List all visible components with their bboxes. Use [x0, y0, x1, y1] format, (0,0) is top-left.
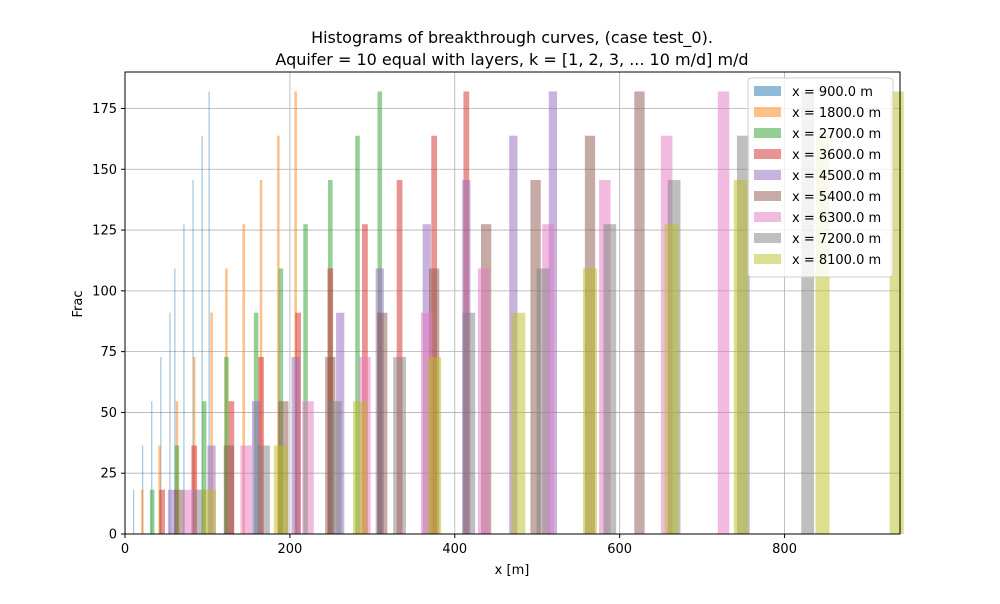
legend-swatch [754, 212, 781, 222]
histogram-bar [303, 224, 308, 534]
chart-title-line-2: Aquifer = 10 equal with layers, k = [1, … [275, 50, 748, 69]
histogram-bar [664, 224, 679, 534]
histogram-bar [420, 312, 433, 534]
histogram-bar [352, 401, 367, 534]
y-tick-label: 100 [92, 284, 117, 299]
legend-label: x = 4500.0 m [792, 169, 881, 184]
legend-swatch [754, 86, 781, 96]
histogram-bar [174, 489, 185, 534]
legend-box [747, 77, 894, 278]
axes: 0 200 400 600 800 0 25 50 75 100 125 150 175 [92, 71, 901, 557]
x-tick-label: 800 [772, 542, 797, 557]
histogram-bar [169, 312, 171, 534]
histogram-bar [133, 489, 135, 534]
histogram-bar [257, 445, 270, 534]
histogram-bar [149, 489, 155, 534]
legend-swatch [754, 107, 781, 117]
y-tick-label: 125 [92, 224, 117, 239]
legend-swatch [754, 149, 781, 159]
x-tick-label: 0 [121, 542, 129, 557]
histogram-bar [201, 401, 207, 534]
histogram-bar [183, 224, 185, 534]
y-tick-label: 75 [100, 345, 117, 360]
y-tick-label: 0 [109, 528, 117, 543]
legend-label: x = 8100.0 m [792, 253, 881, 268]
histogram-bar [151, 401, 153, 534]
legend-label: x = 900.0 m [792, 85, 873, 100]
legend-swatch [754, 233, 781, 243]
histogram-bar [174, 268, 176, 534]
histogram-bar [251, 401, 261, 534]
histogram-bar [242, 224, 245, 534]
histogram-bar [159, 489, 165, 534]
histogram-bar [240, 445, 252, 534]
x-tick-label: 200 [277, 542, 302, 557]
histogram-bar [141, 489, 144, 534]
legend-label: x = 2700.0 m [792, 127, 881, 142]
histogram-bar [634, 91, 645, 534]
legend-label: x = 3600.0 m [792, 148, 881, 163]
legend-swatch [754, 170, 781, 180]
y-tick-label: 25 [100, 467, 117, 482]
histogram-bar [717, 91, 730, 534]
histogram-bar [273, 445, 288, 534]
histogram-bar [427, 356, 442, 534]
x-tick-label: 400 [442, 542, 467, 557]
y-tick-label: 150 [92, 163, 117, 178]
legend-label: x = 6300.0 m [792, 211, 881, 226]
y-axis-label: Frac [71, 291, 86, 318]
histogram-bar [223, 445, 235, 534]
chart-title-line-1: Histograms of breakthrough curves, (case… [311, 28, 713, 48]
y-tick-label: 50 [100, 406, 117, 421]
histogram-bar [530, 179, 541, 535]
x-axis-label: x [m] [495, 563, 530, 578]
histogram-bar [393, 356, 406, 534]
histogram-bar [462, 312, 476, 534]
histogram-bar [201, 135, 203, 534]
histogram-bar [277, 135, 280, 534]
histogram-bar [582, 268, 598, 534]
legend: x = 900.0 m x = 1800.0 m x = 2700.0 m x = 3… [747, 77, 894, 278]
histogram-bar [603, 224, 617, 534]
legend-label: x = 7200.0 m [792, 232, 881, 247]
histogram-bar [208, 91, 210, 534]
x-tick-label: 600 [607, 542, 632, 557]
legend-swatch [754, 254, 781, 264]
histogram-bar [477, 268, 490, 534]
histogram-bar [210, 312, 213, 534]
histogram-bar [302, 401, 314, 534]
histogram-bar [355, 135, 360, 534]
histogram-bar [377, 312, 388, 534]
histogram-bar [183, 489, 196, 534]
plot-frame [124, 71, 901, 535]
histogram-bar [511, 312, 526, 534]
legend-swatch [754, 128, 781, 138]
legend-label: x = 1800.0 m [792, 106, 881, 121]
histogram-bar [536, 268, 550, 534]
histogram-bar [291, 356, 300, 534]
histogram-bar [167, 489, 177, 534]
y-tick-label: 175 [92, 102, 117, 117]
histogram-bar [733, 179, 748, 535]
histogram-bar [202, 489, 217, 534]
legend-swatch [754, 191, 781, 201]
histogram-bar [328, 401, 342, 534]
legend-label: x = 5400.0 m [792, 190, 881, 205]
